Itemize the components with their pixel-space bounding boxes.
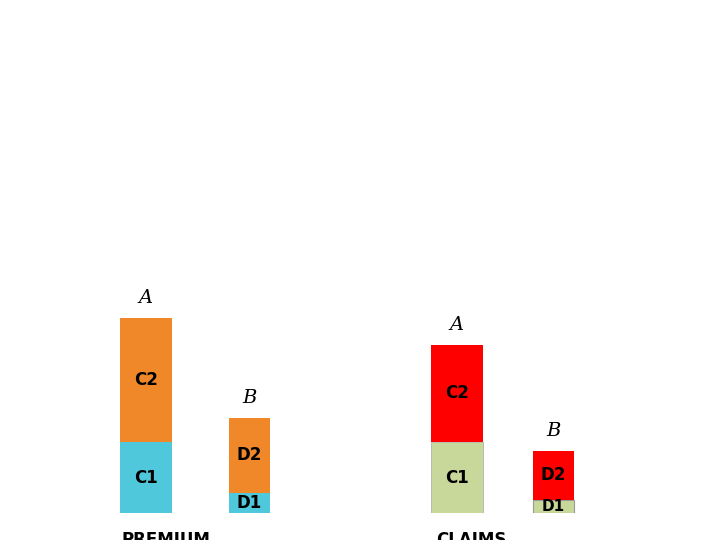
- Bar: [229, 418, 270, 493]
- Text: A: A: [139, 289, 153, 307]
- Text: D1: D1: [237, 494, 262, 512]
- Text: C1: C1: [445, 469, 469, 487]
- Text: PREMIUM: PREMIUM: [122, 531, 210, 540]
- Text: C2: C2: [134, 371, 158, 389]
- Text: C2: C2: [445, 384, 469, 402]
- Bar: [120, 442, 171, 513]
- Text: PROPORTIONAL REINSURANCE: PROPORTIONAL REINSURANCE: [32, 25, 317, 43]
- Text: C1: C1: [134, 469, 158, 487]
- Text: D2: D2: [237, 447, 262, 464]
- Text: D1: D1: [542, 499, 565, 514]
- Text: B: B: [242, 389, 256, 407]
- Text: D2: D2: [541, 467, 566, 484]
- Bar: [431, 442, 482, 513]
- Text: CLAIMS: CLAIMS: [436, 531, 506, 540]
- Bar: [533, 500, 575, 513]
- Bar: [229, 493, 270, 513]
- Text: A: A: [450, 316, 464, 334]
- Bar: [120, 318, 171, 442]
- Bar: [431, 345, 482, 442]
- Text: B: B: [546, 422, 561, 440]
- Bar: [533, 451, 575, 500]
